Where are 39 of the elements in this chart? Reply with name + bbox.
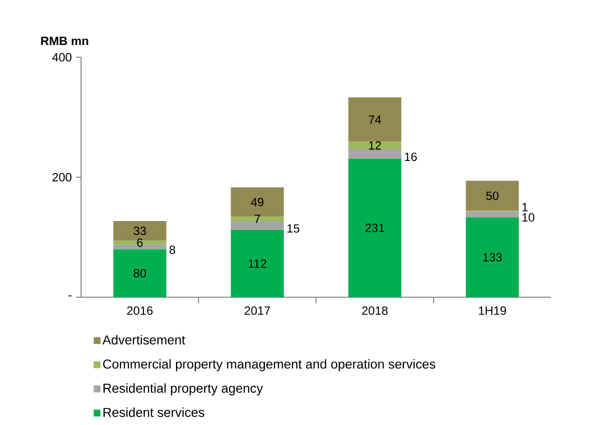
bar [230, 230, 284, 298]
bar [466, 217, 519, 298]
bar [466, 211, 519, 218]
data-label: 50 [486, 192, 499, 200]
legend-label: Resident services [104, 407, 204, 417]
bar [348, 142, 402, 149]
data-label: 10 [522, 213, 534, 222]
legend-label: Residential property agency [104, 383, 263, 396]
bar [113, 249, 166, 298]
data-label: 112 [248, 259, 266, 268]
data-label: 16 [404, 152, 417, 162]
bar [348, 97, 402, 142]
y-tick-label: - [68, 295, 72, 296]
data-label: 1 [522, 202, 528, 212]
data-label: 231 [365, 224, 384, 232]
y-axis-title: RMB mn [41, 36, 88, 46]
data-label: 6 [137, 238, 143, 247]
data-label: 7 [254, 214, 260, 224]
y-tick-label: 200 [52, 172, 72, 182]
data-label: 12 [369, 141, 381, 150]
bar [348, 149, 402, 159]
legend-label: Advertisement [102, 334, 186, 344]
y-tick-label: 400 [52, 52, 72, 62]
legend-label: Commercial property management and operation services [103, 359, 436, 372]
x-tick-label: 2018 [362, 306, 388, 315]
data-label: 33 [134, 226, 146, 236]
bar [348, 158, 402, 298]
data-label: 49 [250, 198, 264, 206]
bar [466, 180, 519, 211]
bar [230, 221, 284, 230]
x-tick-label: 1H19 [478, 306, 506, 315]
data-label: 80 [134, 268, 146, 278]
x-tick-label: 2016 [127, 306, 153, 315]
data-label: 15 [287, 224, 300, 233]
x-tick-label: 2017 [244, 306, 270, 315]
data-label: 74 [368, 115, 382, 124]
bar [230, 216, 284, 221]
data-label: 133 [483, 253, 502, 262]
data-label: 8 [170, 246, 176, 254]
